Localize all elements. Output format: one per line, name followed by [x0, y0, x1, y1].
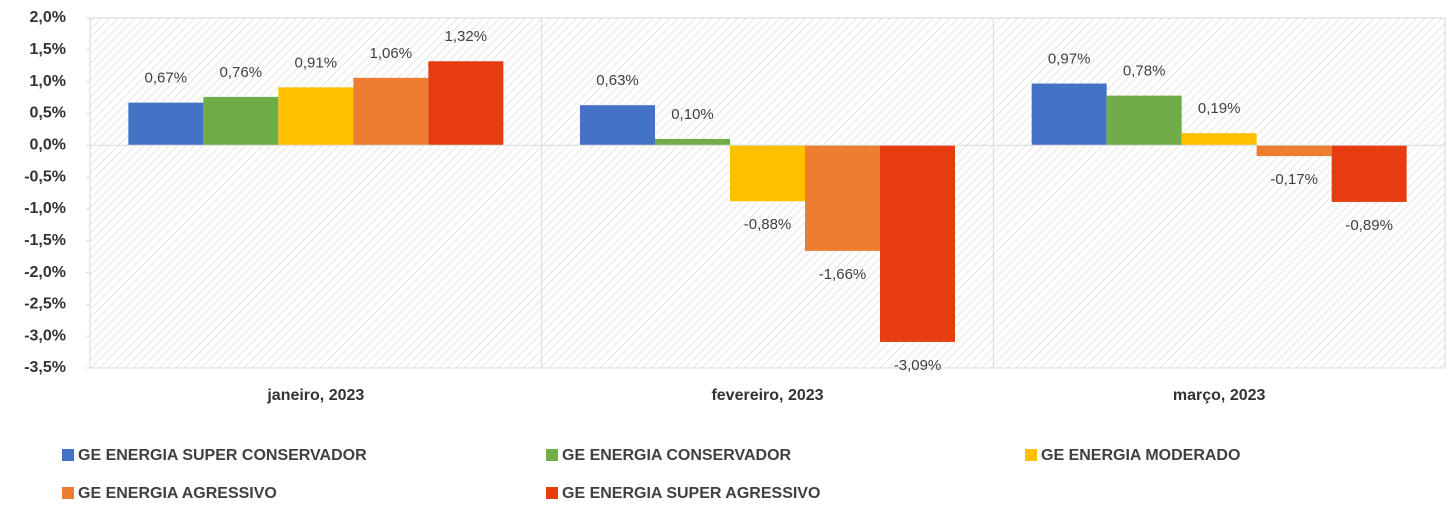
- y-tick-label: -0,5%: [24, 168, 66, 185]
- bar: [655, 138, 730, 146]
- y-tick-label: 0,0%: [30, 136, 66, 153]
- data-label: 0,63%: [596, 72, 639, 89]
- data-label: -0,89%: [1345, 217, 1393, 234]
- legend-swatch: [62, 449, 74, 461]
- data-label: -0,17%: [1270, 171, 1318, 188]
- bar: [203, 96, 279, 146]
- y-tick-label: -2,0%: [24, 264, 66, 281]
- bar: [730, 145, 805, 202]
- legend-swatch: [546, 449, 558, 461]
- bar: [278, 87, 354, 146]
- bar: [580, 105, 655, 146]
- data-label: 1,06%: [370, 45, 413, 62]
- legend-label: GE ENERGIA CONSERVADOR: [562, 447, 792, 464]
- legend-label: GE ENERGIA AGRESSIVO: [78, 485, 277, 502]
- data-label: -0,88%: [744, 216, 792, 233]
- x-tick-label: março, 2023: [1173, 387, 1266, 404]
- y-tick-label: 1,0%: [30, 73, 66, 90]
- bar: [805, 145, 880, 251]
- bar: [128, 102, 204, 146]
- bar: [1031, 83, 1107, 146]
- data-label: 0,10%: [671, 106, 714, 123]
- data-label: 0,67%: [145, 70, 188, 87]
- legend-label: GE ENERGIA SUPER CONSERVADOR: [78, 447, 367, 464]
- y-tick-label: -1,0%: [24, 200, 66, 217]
- y-tick-label: -1,5%: [24, 232, 66, 249]
- bar: [1181, 133, 1257, 146]
- data-label: 0,91%: [295, 54, 338, 71]
- bar: [1331, 145, 1407, 202]
- data-label: 1,32%: [445, 28, 488, 45]
- y-tick-label: -2,5%: [24, 296, 66, 313]
- y-tick-label: 0,5%: [30, 105, 66, 122]
- legend-swatch: [1025, 449, 1037, 461]
- y-tick-label: 1,5%: [30, 41, 66, 58]
- bar: [428, 61, 504, 146]
- legend-label: GE ENERGIA SUPER AGRESSIVO: [562, 485, 820, 502]
- legend-swatch: [546, 487, 558, 499]
- y-tick-label: -3,5%: [24, 359, 66, 376]
- data-label: -1,66%: [819, 266, 867, 283]
- data-label: 0,19%: [1198, 100, 1241, 117]
- y-tick-label: -3,0%: [24, 327, 66, 344]
- data-label: 0,78%: [1123, 63, 1166, 80]
- legend-label: GE ENERGIA MODERADO: [1041, 447, 1240, 464]
- bar: [1106, 95, 1182, 146]
- data-label: -3,09%: [894, 357, 942, 374]
- data-label: 0,97%: [1048, 51, 1091, 68]
- x-tick-label: fevereiro, 2023: [711, 387, 823, 404]
- bar: [353, 77, 429, 146]
- data-label: 0,76%: [220, 64, 263, 81]
- bar: [880, 145, 955, 342]
- x-tick-label: janeiro, 2023: [266, 387, 364, 404]
- bar: [1256, 145, 1332, 157]
- legend-swatch: [62, 487, 74, 499]
- y-tick-label: 2,0%: [30, 9, 66, 26]
